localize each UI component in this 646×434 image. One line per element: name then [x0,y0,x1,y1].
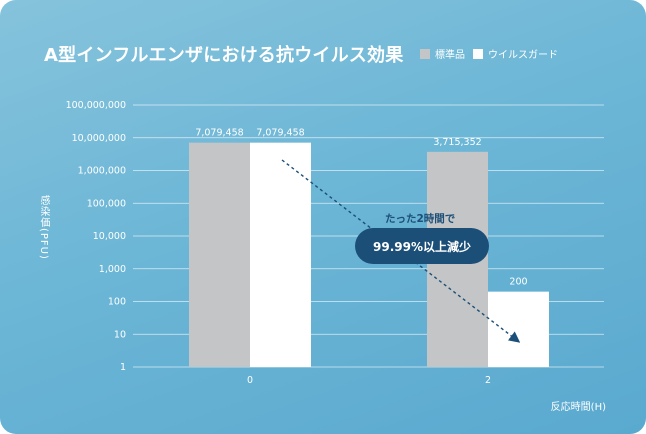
bar-value-label: 7,079,458 [256,128,304,139]
bar-value-label: 3,715,352 [433,137,481,148]
y-tick-label: 100,000,000 [66,100,126,111]
legend-item-standard: 標準品 [420,46,465,61]
annotation-caption: たった2時間で [385,213,456,225]
chart-title: A型インフルエンザにおける抗ウイルス効果 [44,45,404,66]
y-axis-label: 感染価(PFU) [38,195,49,260]
bar-value-label: 7,079,458 [195,128,243,139]
x-tick-label: 2 [485,375,491,386]
legend-label-virusguard: ウイルスガード [488,50,558,61]
x-axis-label: 反応時間(H) [550,402,606,413]
y-tick-label: 10,000,000 [72,133,126,144]
legend-swatch-standard [420,48,430,59]
y-tick-label: 1,000,000 [78,166,126,177]
legend-label-standard: 標準品 [435,50,465,61]
bar-value-label: 200 [509,277,527,288]
y-tick-label: 10,000 [93,231,126,242]
bar [250,142,311,367]
bar [189,142,250,367]
y-tick-label: 1,000 [99,264,126,275]
reduction-badge: 99.99%以上減少 [355,228,489,264]
reduction-arrow [281,159,521,343]
y-tick-label: 100 [108,297,126,308]
x-tick-label: 0 [247,375,253,386]
y-tick-label: 100,000 [87,198,126,209]
y-tick-label: 10 [114,329,126,340]
legend-item-virusguard: ウイルスガード [473,46,558,61]
bar [488,291,549,367]
legend-swatch-virusguard [473,48,483,59]
y-tick-label: 1 [120,362,126,373]
